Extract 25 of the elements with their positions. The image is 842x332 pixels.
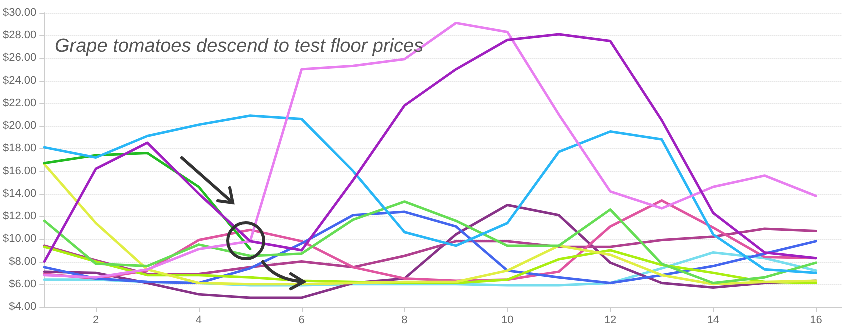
y-tick-label: $24.00 xyxy=(2,74,37,87)
y-tick-label: $14.00 xyxy=(2,188,37,200)
y-tick-label: $16.00 xyxy=(2,165,37,178)
annotation: Grape tomatoes descend to test floor prices xyxy=(55,36,424,58)
y-tick-label: $26.00 xyxy=(2,52,37,64)
x-tick-label: 8 xyxy=(402,314,408,326)
x-tick-label: 2 xyxy=(93,314,100,326)
x-tick-label: 16 xyxy=(810,314,822,326)
y-tick-label: $28.00 xyxy=(2,30,37,42)
y-tick-label: $30.00 xyxy=(2,7,37,19)
x-tick-label: 4 xyxy=(196,314,202,326)
y-tick-label: $4.00 xyxy=(9,301,37,313)
line-series xyxy=(43,163,818,286)
x-tick-label: 10 xyxy=(502,314,514,326)
y-tick-label: $12.00 xyxy=(2,210,37,223)
x-tick-label: 14 xyxy=(707,314,720,326)
y-tick-label: $10.00 xyxy=(2,233,37,246)
x-tick-label: 12 xyxy=(604,314,617,326)
y-tick-label: $6.00 xyxy=(9,278,37,290)
y-tick-label: $20.00 xyxy=(2,120,37,132)
line-series xyxy=(43,114,818,274)
y-tick-label: $8.00 xyxy=(9,256,37,268)
y-tick-label: $18.00 xyxy=(2,142,37,155)
y-tick-label: $22.00 xyxy=(2,97,37,110)
x-tick-label: 6 xyxy=(298,314,305,326)
